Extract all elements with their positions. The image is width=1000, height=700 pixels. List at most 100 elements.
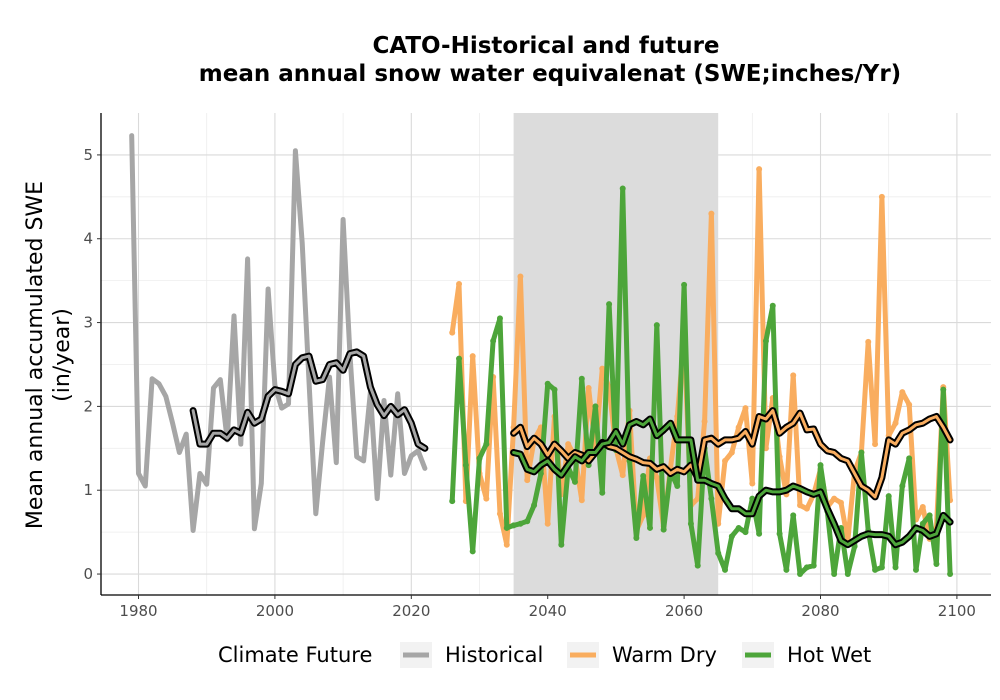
data-point xyxy=(776,530,783,537)
chart-subtitle: mean annual snow water equivalenat (SWE;… xyxy=(199,61,901,87)
y-tick-label: 1 xyxy=(83,481,93,499)
data-point xyxy=(899,483,906,490)
x-tick-label: 1980 xyxy=(119,602,157,620)
data-point xyxy=(735,524,742,531)
data-point xyxy=(933,560,940,567)
data-point xyxy=(817,462,824,469)
data-point xyxy=(722,457,729,464)
x-tick-label: 2060 xyxy=(665,602,703,620)
data-point xyxy=(872,441,879,448)
x-tick-label: 2080 xyxy=(801,602,839,620)
data-point xyxy=(578,375,585,382)
data-point xyxy=(469,353,476,360)
data-point xyxy=(878,193,885,200)
data-point xyxy=(456,281,463,288)
data-point xyxy=(728,533,735,540)
data-point xyxy=(742,405,749,412)
data-point xyxy=(524,477,531,484)
data-point xyxy=(510,522,517,529)
data-point xyxy=(810,562,817,569)
data-point xyxy=(837,499,844,506)
series-line-historical xyxy=(129,133,428,533)
data-point xyxy=(715,550,722,557)
data-point xyxy=(919,520,926,527)
data-point xyxy=(831,495,838,502)
data-point xyxy=(660,526,667,533)
data-point xyxy=(831,571,838,578)
data-point xyxy=(674,483,681,490)
y-tick-label: 3 xyxy=(83,314,93,332)
legend-title: Climate Future xyxy=(218,643,372,667)
data-point xyxy=(503,524,510,531)
data-point xyxy=(783,566,790,573)
data-point xyxy=(892,564,899,571)
x-tick-label: 2020 xyxy=(392,602,430,620)
data-point xyxy=(899,389,906,396)
data-point xyxy=(653,474,660,481)
data-point xyxy=(571,478,578,485)
data-point xyxy=(892,420,899,427)
x-tick-label: 2100 xyxy=(938,602,976,620)
x-tick-label: 2000 xyxy=(256,602,294,620)
data-point xyxy=(544,380,551,387)
data-point xyxy=(483,495,490,502)
chart-title: CATO-Historical and future xyxy=(372,33,719,59)
y-axis-title-line2: (in/year) xyxy=(50,308,75,402)
data-point xyxy=(906,455,913,462)
data-point xyxy=(585,384,592,391)
legend: Climate Future Historical Warm Dry Hot W… xyxy=(218,642,871,668)
data-point xyxy=(803,505,810,512)
data-point xyxy=(885,493,892,500)
data-point xyxy=(790,372,797,379)
data-point xyxy=(565,441,572,448)
data-point xyxy=(878,564,885,571)
data-point xyxy=(756,530,763,537)
data-point xyxy=(647,524,654,531)
data-point xyxy=(606,301,613,308)
data-point xyxy=(708,210,715,217)
data-point xyxy=(912,566,919,573)
data-point xyxy=(701,418,708,425)
data-point xyxy=(592,403,599,410)
data-point xyxy=(517,520,524,527)
data-point xyxy=(558,541,565,548)
data-point xyxy=(483,441,490,448)
data-point xyxy=(687,520,694,527)
data-point xyxy=(797,571,804,578)
data-point xyxy=(653,322,660,329)
legend-label-hot-wet: Hot Wet xyxy=(787,643,871,667)
data-point xyxy=(490,338,497,345)
data-point xyxy=(906,401,913,408)
data-point xyxy=(844,571,851,578)
legend-label-warm-dry: Warm Dry xyxy=(612,643,717,667)
y-tick-label: 2 xyxy=(83,397,93,415)
data-point xyxy=(681,281,688,288)
data-point xyxy=(496,510,503,517)
data-point xyxy=(756,166,763,173)
data-point xyxy=(865,338,872,345)
data-point xyxy=(790,512,797,519)
data-point xyxy=(599,489,606,496)
data-point xyxy=(619,185,626,192)
y-tick-label: 4 xyxy=(83,230,93,248)
data-point xyxy=(599,365,606,372)
data-point xyxy=(551,386,558,393)
data-point xyxy=(769,302,776,309)
data-point xyxy=(708,495,715,502)
data-point xyxy=(449,329,456,336)
data-point xyxy=(728,449,735,456)
data-point xyxy=(462,462,469,469)
data-point xyxy=(449,498,456,505)
data-point xyxy=(633,534,640,541)
series-line-hot-wet xyxy=(449,185,953,577)
rolling-mean-hot-wet-rolling-mean xyxy=(512,417,952,547)
legend-keys xyxy=(400,642,774,668)
data-point xyxy=(803,564,810,571)
rolling-mean-historical-rolling-mean xyxy=(191,350,427,450)
plot-area: 0 1 2 3 4 5 1980 2000 2020 2040 2060 2080 2100 xyxy=(83,113,991,620)
data-point xyxy=(524,518,531,525)
data-point xyxy=(640,512,647,519)
legend-label-historical: Historical xyxy=(445,643,543,667)
data-point xyxy=(722,566,729,573)
